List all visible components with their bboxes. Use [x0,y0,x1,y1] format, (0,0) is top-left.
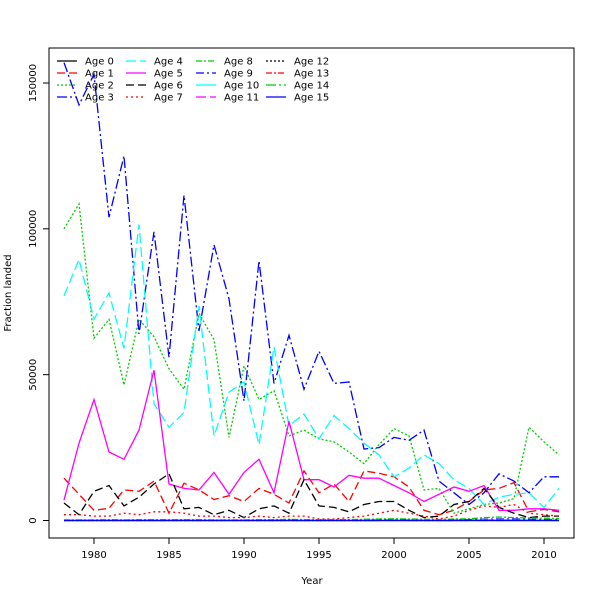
legend-label-age-4: Age 4 [154,57,183,68]
legend-label-age-2: Age 2 [85,81,114,92]
y-axis-label: Fraction landed [3,254,14,331]
legend-label-age-11: Age 11 [224,93,259,104]
y-tick-label: 100000 [28,210,39,248]
legend-label-age-6: Age 6 [154,81,183,92]
legend-label-age-15: Age 15 [294,93,329,104]
y-tick-label: 50000 [28,359,39,391]
legend-label-age-3: Age 3 [85,93,114,104]
x-tick-label: 1985 [156,550,181,561]
y-tick-label: 0 [28,517,39,523]
legend-label-age-7: Age 7 [154,93,183,104]
legend-label-age-8: Age 8 [224,57,253,68]
x-tick-label: 2010 [531,550,556,561]
legend-label-age-14: Age 14 [294,81,329,92]
legend-label-age-13: Age 13 [294,69,329,80]
x-tick-label: 2005 [456,550,481,561]
legend-label-age-0: Age 0 [85,57,114,68]
legend-label-age-5: Age 5 [154,69,183,80]
legend-label-age-10: Age 10 [224,81,259,92]
legend-label-age-1: Age 1 [85,69,114,80]
x-tick-label: 2000 [381,550,406,561]
x-axis-label: Year [300,576,323,587]
x-tick-label: 1990 [231,550,256,561]
legend-label-age-12: Age 12 [294,57,329,68]
legend-label-age-9: Age 9 [224,69,253,80]
x-tick-label: 1980 [81,550,106,561]
x-tick-label: 1995 [306,550,331,561]
y-tick-label: 150000 [28,64,39,102]
